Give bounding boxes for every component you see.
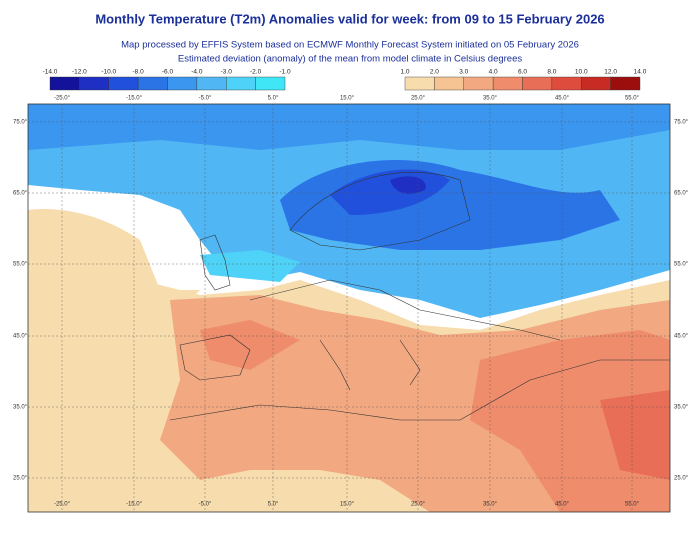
colorbar-swatch xyxy=(492,76,523,91)
lon-label: 25.0° xyxy=(411,502,426,508)
subtitle: Estimated deviation (anomaly) of the mea… xyxy=(178,54,523,65)
lon-label: -25.0° xyxy=(54,502,71,508)
lon-label: -5.0° xyxy=(199,96,212,102)
colorbar-swatch xyxy=(79,76,109,91)
colorbar-label: -12.0 xyxy=(72,69,87,76)
lon-label: 55.0° xyxy=(625,96,640,102)
lat-label: 35.0° xyxy=(674,405,689,411)
colorbar-label: -14.0 xyxy=(43,69,58,76)
colorbar-swatch xyxy=(610,76,641,91)
lon-label: 35.0° xyxy=(483,502,498,508)
lat-label: 75.0° xyxy=(674,120,689,126)
colorbar-label: 1.0 xyxy=(400,69,409,76)
colorbar-swatch xyxy=(404,76,435,91)
colorbar-swatch xyxy=(522,76,553,91)
colorbar-swatch xyxy=(551,76,582,91)
lon-label: 15.0° xyxy=(340,96,355,102)
lon-label: -15.0° xyxy=(126,96,143,102)
colorbar-swatch xyxy=(581,76,611,91)
lon-label: 35.0° xyxy=(483,96,498,102)
colorbar-swatch xyxy=(226,76,256,91)
lat-label: 65.0° xyxy=(13,191,28,197)
lat-label: 75.0° xyxy=(13,120,28,126)
colorbar-swatch xyxy=(108,76,139,91)
colorbar-label: 8.0 xyxy=(547,69,556,76)
map xyxy=(27,103,671,513)
colorbar-label: 14.0 xyxy=(634,69,647,76)
colorbar-label: -4.0 xyxy=(191,69,203,76)
subtitle: Map processed by EFFIS System based on E… xyxy=(121,40,579,51)
lon-label: 5.0° xyxy=(268,502,279,508)
colorbar-swatch xyxy=(167,76,198,91)
colorbar-label: 6.0 xyxy=(518,69,527,76)
lon-label: 25.0° xyxy=(411,96,426,102)
lon-label: 55.0° xyxy=(625,502,640,508)
colorbar-swatch xyxy=(137,76,168,91)
lon-label: -25.0° xyxy=(54,96,71,102)
colorbar-label: -2.0 xyxy=(250,69,262,76)
colorbar-swatch xyxy=(196,76,227,91)
lon-label: 45.0° xyxy=(555,502,570,508)
colorbar-swatch xyxy=(463,76,494,91)
lat-label: 45.0° xyxy=(13,334,28,340)
lon-label: 5.0° xyxy=(268,96,279,102)
colorbar-swatch xyxy=(434,76,464,91)
lon-label: -5.0° xyxy=(199,502,212,508)
lat-label: 45.0° xyxy=(674,334,689,340)
lat-label: 55.0° xyxy=(13,262,28,268)
colorbar-label: 10.0 xyxy=(575,69,588,76)
colorbar-swatch xyxy=(255,76,286,91)
title: Monthly Temperature (T2m) Anomalies vali… xyxy=(95,11,604,26)
lon-label: -15.0° xyxy=(126,502,143,508)
colorbar-label: 2.0 xyxy=(430,69,439,76)
lon-label: 45.0° xyxy=(555,96,570,102)
colorbar-label: 3.0 xyxy=(459,69,468,76)
lon-label: 15.0° xyxy=(340,502,355,508)
colorbar-label: -1.0 xyxy=(279,69,291,76)
lat-label: 25.0° xyxy=(674,476,689,482)
colorbar-label: -6.0 xyxy=(162,69,174,76)
lat-label: 65.0° xyxy=(674,191,689,197)
colorbar-label: -8.0 xyxy=(133,69,145,76)
lat-label: 25.0° xyxy=(13,476,28,482)
colorbar-swatch xyxy=(49,76,80,91)
lat-label: 35.0° xyxy=(13,405,28,411)
colorbar-label: -10.0 xyxy=(101,69,116,76)
colorbar-label: 12.0 xyxy=(604,69,617,76)
colorbar-label: 4.0 xyxy=(489,69,498,76)
lat-label: 55.0° xyxy=(674,262,689,268)
colorbar-label: -3.0 xyxy=(221,69,233,76)
